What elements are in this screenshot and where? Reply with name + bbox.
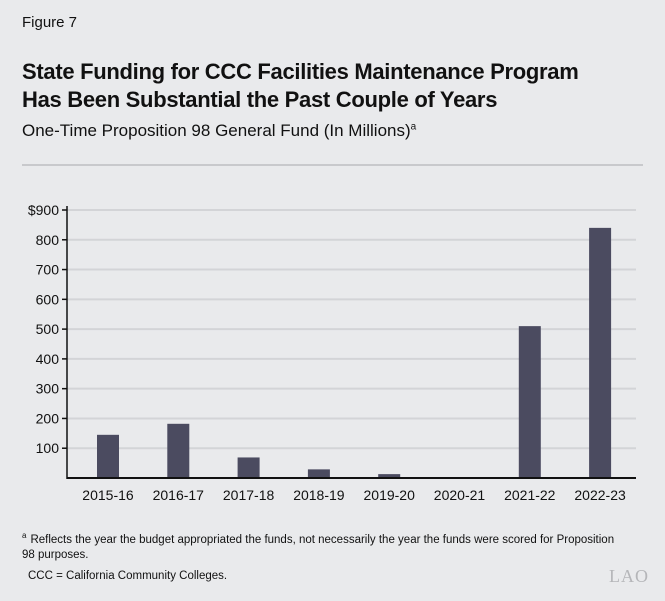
x-tick-label: 2019-20 — [364, 487, 416, 503]
abbreviation-note: CCC = California Community Colleges. — [28, 570, 228, 582]
y-tick-label: 200 — [36, 410, 60, 426]
y-tick-label: 600 — [36, 291, 60, 307]
title-line-2: Has Been Substantial the Past Couple of … — [22, 87, 498, 112]
title-divider — [22, 164, 643, 166]
y-tick-label: 100 — [36, 440, 60, 456]
chart-subtitle: One-Time Proposition 98 General Fund (In… — [22, 121, 416, 141]
x-tick-label: 2017-18 — [223, 487, 275, 503]
x-tick-label: 2022-23 — [574, 487, 626, 503]
bar-2019-20 — [378, 474, 401, 478]
bar-2021-22 — [518, 326, 541, 478]
bar-2022-23 — [589, 227, 612, 478]
lao-logo: LAO — [609, 566, 649, 586]
footnote-text: Reflects the year the budget appropriate… — [22, 533, 615, 561]
footnote-mark: a — [22, 531, 27, 540]
subtitle-text: One-Time Proposition 98 General Fund (In… — [22, 121, 411, 140]
footnote: a Reflects the year the budget appropriat… — [22, 528, 622, 563]
bar-2015-16 — [97, 434, 119, 478]
title-line-1: State Funding for CCC Facilities Mainten… — [22, 59, 579, 84]
x-tick-label: 2020-21 — [434, 487, 486, 503]
figure-label: Figure 7 — [22, 14, 78, 31]
x-tick-label: 2018-19 — [293, 487, 345, 503]
bar-2016-17 — [167, 423, 190, 478]
bar-chart: 100 200 300 400 500 600 700 800 $900 2015-16 2016-… — [28, 202, 636, 503]
y-tick-label: 800 — [36, 232, 60, 248]
y-tick-label: 400 — [36, 351, 60, 367]
bar-2017-18 — [237, 457, 260, 478]
bar-2018-19 — [307, 469, 330, 478]
y-tick-label: $900 — [28, 202, 59, 218]
subtitle-footnote-mark: a — [410, 121, 417, 133]
x-tick-label: 2021-22 — [504, 487, 556, 503]
chart-title: State Funding for CCC Facilities Mainten… — [22, 58, 579, 114]
y-tick-label: 500 — [36, 321, 60, 337]
x-tick-label: 2016-17 — [153, 487, 205, 503]
y-tick-label: 300 — [36, 381, 60, 397]
x-tick-label: 2015-16 — [82, 487, 134, 503]
y-tick-label: 700 — [36, 262, 60, 278]
